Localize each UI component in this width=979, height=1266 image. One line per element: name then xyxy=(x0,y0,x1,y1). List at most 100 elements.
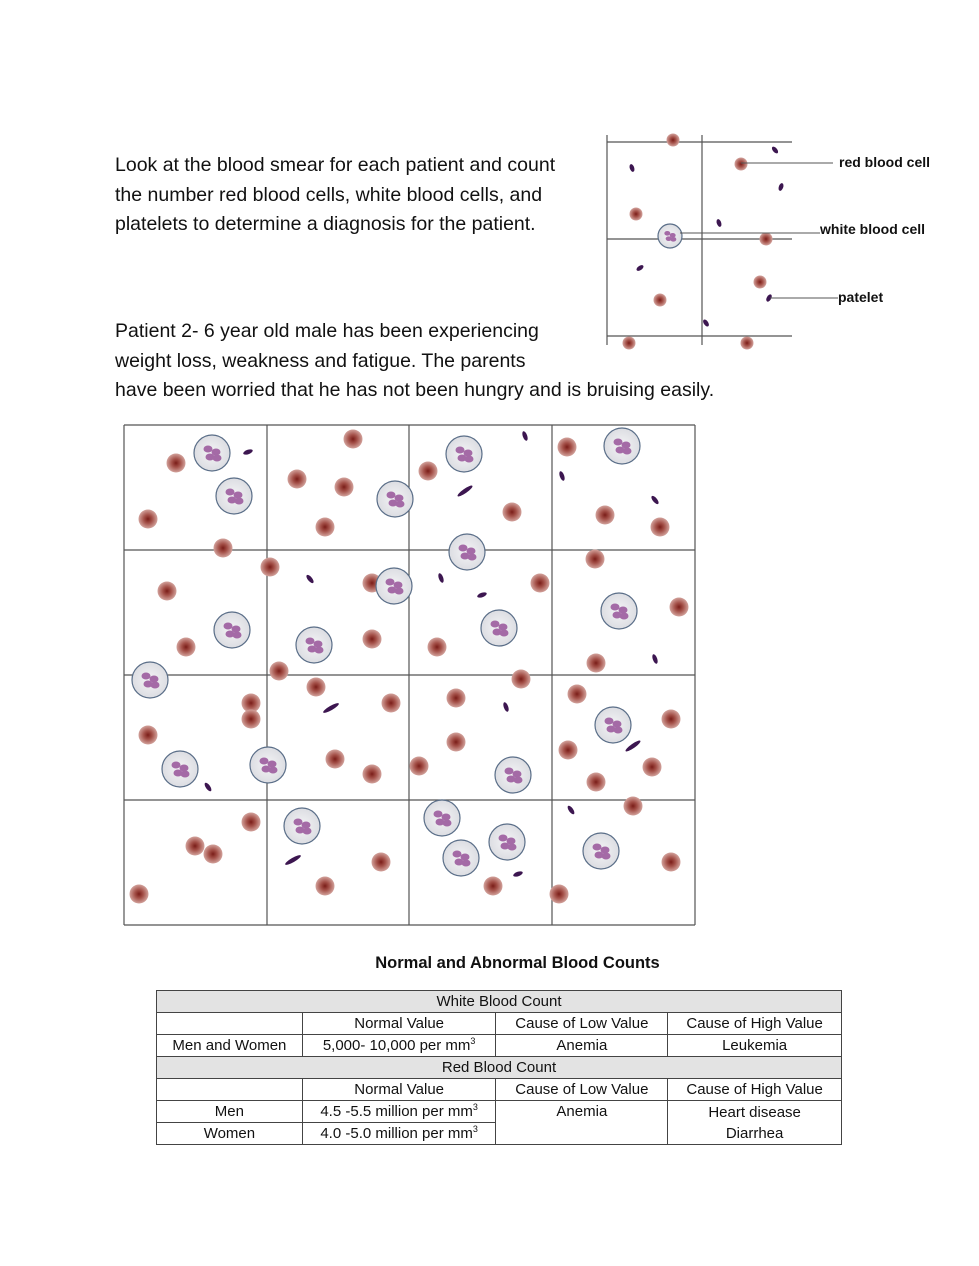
white-blood-cell xyxy=(480,609,518,647)
white-blood-cell xyxy=(193,434,231,472)
platelet xyxy=(204,782,212,792)
red-blood-cell xyxy=(446,688,466,708)
white-blood-cell xyxy=(215,477,253,515)
red-blood-cell xyxy=(241,709,261,729)
red-blood-cell xyxy=(622,336,636,350)
patient-description: Patient 2- 6 year old male has been expe… xyxy=(115,320,539,372)
patient-description-cont: have been worried that he has not been h… xyxy=(115,379,715,401)
platelet xyxy=(513,871,523,877)
white-blood-cell xyxy=(445,435,483,473)
red-blood-cell xyxy=(661,709,681,729)
red-blood-cell xyxy=(734,157,748,171)
red-blood-cell xyxy=(138,725,158,745)
red-blood-cell xyxy=(325,749,345,769)
red-blood-cell xyxy=(306,677,326,697)
white-blood-cell xyxy=(283,807,321,845)
platelet xyxy=(477,592,487,598)
platelet xyxy=(629,164,635,172)
red-blood-cell xyxy=(753,275,767,289)
white-blood-cell xyxy=(213,611,251,649)
red-blood-cell xyxy=(334,477,354,497)
platelet xyxy=(503,702,509,712)
red-blood-cell xyxy=(558,740,578,760)
blood-smear-grid xyxy=(123,424,696,926)
red-blood-cell xyxy=(666,133,680,147)
cell: Heart disease Diarrhea xyxy=(667,1100,842,1145)
cell: 4.0 -5.0 million per mm3 xyxy=(301,1122,497,1145)
red-blood-cell xyxy=(629,207,643,221)
red-blood-cell xyxy=(213,538,233,558)
red-blood-cell xyxy=(287,469,307,489)
platelet xyxy=(771,146,779,154)
white-blood-cell xyxy=(594,706,632,744)
white-blood-cell xyxy=(582,832,620,870)
col-header: Cause of Low Value xyxy=(495,1012,669,1035)
red-blood-cell xyxy=(427,637,447,657)
legend-diagram xyxy=(606,133,838,350)
cell: Anemia xyxy=(495,1100,669,1145)
platelet xyxy=(716,219,722,227)
col-header xyxy=(156,1078,303,1101)
red-blood-cell xyxy=(157,581,177,601)
white-blood-cell xyxy=(488,823,526,861)
platelet xyxy=(652,654,658,664)
rbc-header: Red Blood Count xyxy=(156,1056,842,1079)
cell: Leukemia xyxy=(667,1034,842,1057)
table-row: Women 4.0 -5.0 million per mm3 xyxy=(156,1122,842,1145)
red-blood-cell xyxy=(567,684,587,704)
red-blood-cell xyxy=(371,852,391,872)
cell: Women xyxy=(156,1122,303,1145)
red-blood-cell xyxy=(530,573,550,593)
blood-count-table: White Blood Count Normal Value Cause of … xyxy=(156,990,842,1145)
platelet xyxy=(559,471,565,481)
white-blood-cell xyxy=(249,746,287,784)
white-blood-cell xyxy=(494,756,532,794)
red-blood-cell xyxy=(418,461,438,481)
white-blood-cell xyxy=(442,839,480,877)
red-blood-cell xyxy=(502,502,522,522)
col-header: Normal Value xyxy=(301,1012,497,1035)
red-blood-cell xyxy=(740,336,754,350)
red-blood-cell xyxy=(381,693,401,713)
red-blood-cell xyxy=(409,756,429,776)
white-blood-cell xyxy=(131,661,169,699)
cell: Men and Women xyxy=(156,1034,303,1057)
red-blood-cell xyxy=(138,509,158,529)
red-blood-cell xyxy=(623,796,643,816)
cell: 4.5 -5.5 million per mm3 xyxy=(301,1100,497,1123)
red-blood-cell xyxy=(511,669,531,689)
col-header: Cause of Low Value xyxy=(495,1078,669,1101)
red-blood-cell xyxy=(260,557,280,577)
white-blood-cell xyxy=(657,223,683,249)
col-header: Cause of High Value xyxy=(667,1012,842,1035)
platelet xyxy=(457,485,473,497)
white-blood-cell xyxy=(376,480,414,518)
red-blood-cell xyxy=(315,517,335,537)
red-blood-cell xyxy=(241,693,261,713)
wbc-header: White Blood Count xyxy=(156,990,842,1013)
white-blood-cell xyxy=(448,533,486,571)
red-blood-cell xyxy=(343,429,363,449)
red-blood-cell xyxy=(241,812,261,832)
col-header: Normal Value xyxy=(301,1078,497,1101)
red-blood-cell xyxy=(653,293,667,307)
platelet xyxy=(567,805,575,815)
platelet xyxy=(625,740,641,752)
red-blood-cell xyxy=(586,653,606,673)
platelet xyxy=(651,495,659,505)
red-blood-cell xyxy=(661,852,681,872)
red-blood-cell xyxy=(129,884,149,904)
cell: Anemia xyxy=(495,1034,669,1057)
red-blood-cell xyxy=(585,549,605,569)
white-blood-cell xyxy=(423,799,461,837)
col-header: Cause of High Value xyxy=(667,1078,842,1101)
legend-label-rbc: red blood cell xyxy=(839,154,931,170)
red-blood-cell xyxy=(642,757,662,777)
platelet xyxy=(285,855,301,865)
legend-label-wbc: white blood cell xyxy=(820,221,926,237)
red-blood-cell xyxy=(315,876,335,896)
red-blood-cell xyxy=(586,772,606,792)
table-row: Men and Women 5,000- 10,000 per mm3 Anem… xyxy=(156,1034,842,1057)
platelet xyxy=(522,431,528,441)
